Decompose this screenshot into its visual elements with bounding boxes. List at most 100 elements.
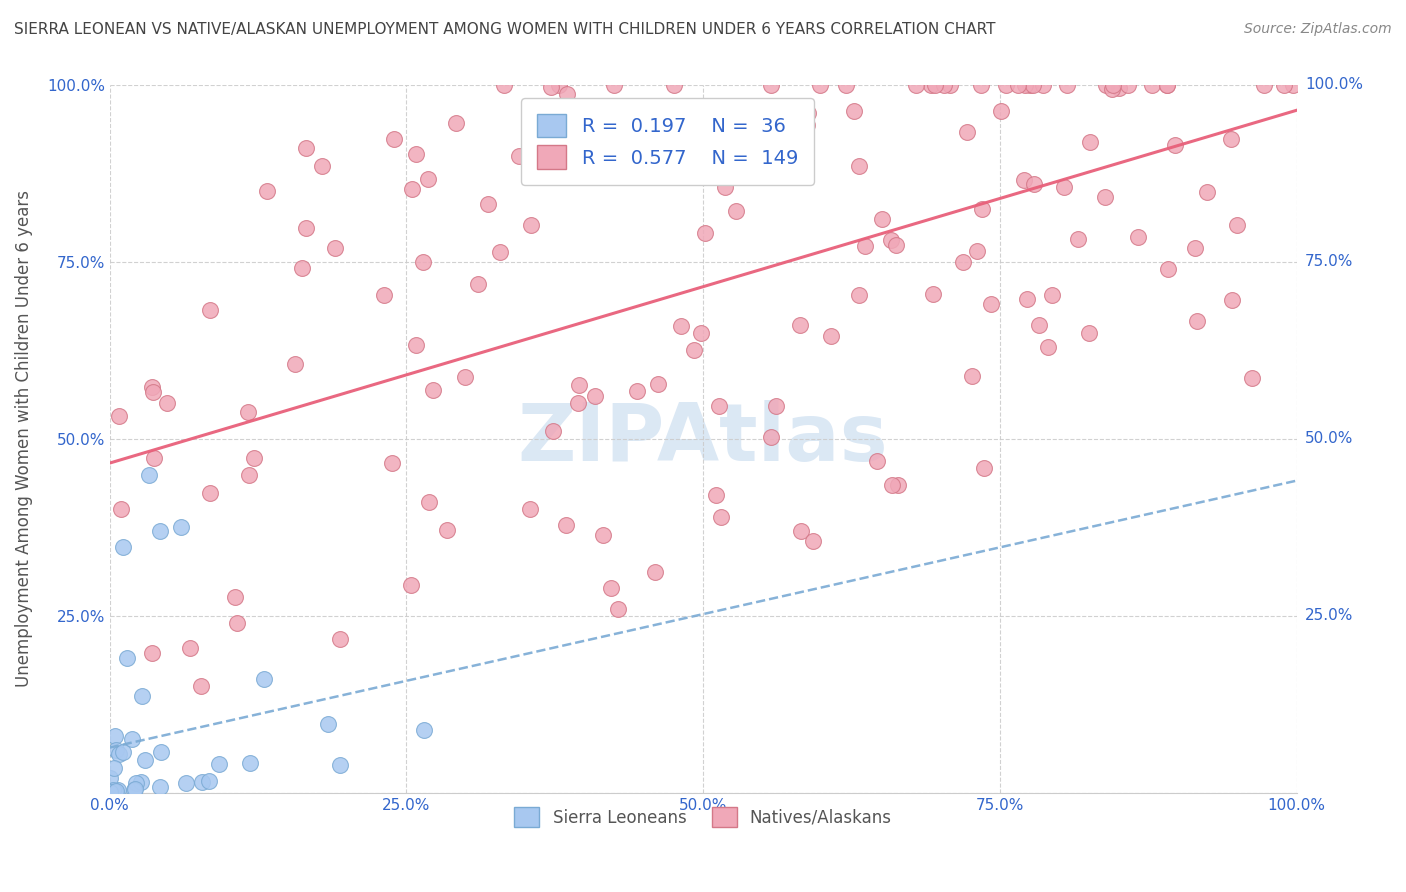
Point [934,78,956,92]
Point [238,405,260,419]
Text: 50.0%: 50.0% [1305,432,1353,446]
Point [98,785,121,799]
Point [284,358,307,372]
Point [603,131,626,145]
Point [1022,78,1045,92]
Point [1056,78,1078,92]
Point [117,651,139,665]
Point [103,760,125,774]
Point [256,184,278,198]
Point [621,139,644,153]
Point [413,723,436,737]
Point [1018,78,1040,92]
Point [399,578,422,592]
Point [765,399,787,413]
Point [970,202,993,216]
Point [125,776,148,790]
Point [870,211,893,226]
Point [104,785,127,799]
Point [790,524,813,539]
Point [1095,78,1118,92]
Point [100,784,122,798]
Point [714,180,737,194]
Point [329,632,352,647]
Point [105,784,128,798]
Point [382,132,405,146]
Point [1157,262,1180,277]
Point [905,78,928,92]
Point [170,520,193,534]
Point [554,517,576,532]
Point [156,396,179,410]
Point [1028,318,1050,333]
Point [1032,78,1054,92]
Point [866,454,889,468]
Point [848,159,870,173]
Point [207,757,229,772]
Point [956,125,979,139]
Point [224,591,246,605]
Point [238,468,260,483]
Point [190,679,212,693]
Point [1101,78,1123,92]
Point [543,425,565,439]
Point [683,343,706,358]
Point [879,234,901,248]
Point [1038,340,1060,354]
Point [141,380,163,394]
Point [567,396,589,410]
Point [1116,78,1139,92]
Point [555,87,578,101]
Point [101,783,124,797]
Point [112,745,135,759]
Point [1226,218,1249,232]
Point [1253,78,1275,92]
Point [134,753,156,767]
Point [477,197,499,211]
Point [548,78,571,92]
Point [520,218,543,232]
Point [104,729,127,743]
Point [295,141,318,155]
Point [693,227,716,241]
Point [1272,78,1295,92]
Point [179,640,201,655]
Point [1219,132,1241,146]
Text: 75.0%: 75.0% [1305,254,1353,269]
Point [761,78,783,92]
Point [122,782,145,797]
Point [704,488,727,502]
Point [973,460,995,475]
Point [1022,177,1045,191]
Point [952,255,974,269]
Point [1184,241,1206,255]
Point [939,78,962,92]
Point [243,450,266,465]
Point [104,743,127,757]
Point [141,647,163,661]
Point [710,510,733,524]
Point [1040,287,1063,301]
Point [789,318,811,332]
Point [329,757,352,772]
Point [149,780,172,794]
Point [645,153,668,168]
Point [689,326,711,341]
Point [149,524,172,539]
Point [796,119,818,133]
Point [112,540,135,554]
Point [1014,78,1036,92]
Point [226,615,249,630]
Point [960,369,983,384]
Point [142,450,165,465]
Point [592,528,614,542]
Point [848,288,870,302]
Point [924,78,946,92]
Point [995,78,1018,92]
Point [1241,371,1264,385]
Point [124,782,146,797]
Point [1281,78,1303,92]
Point [405,338,427,352]
Point [1053,179,1076,194]
Point [540,79,562,94]
